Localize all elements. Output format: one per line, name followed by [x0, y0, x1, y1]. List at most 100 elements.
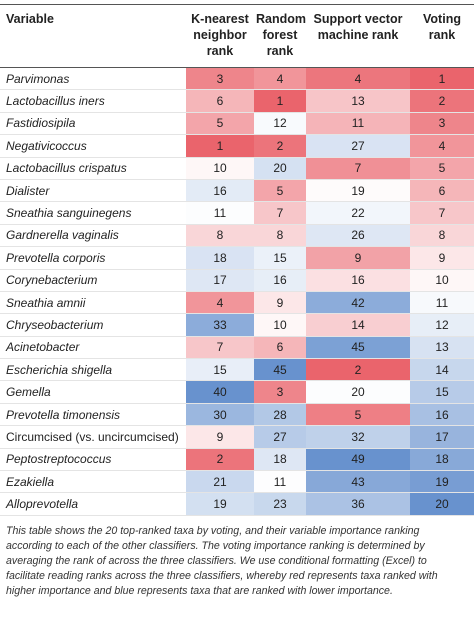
rank-cell: 21: [186, 470, 254, 494]
rank-cell: 6: [410, 179, 474, 203]
rank-cell: 22: [306, 201, 410, 225]
rank-cell: 3: [410, 112, 474, 136]
rank-cell: 9: [410, 246, 474, 270]
rank-cell: 9: [254, 291, 306, 315]
rank-cell: 23: [254, 492, 306, 516]
rank-cell: 15: [254, 246, 306, 270]
page: Variable K-nearest neighbor rank Random fo…: [0, 4, 474, 628]
rank-cell: 6: [254, 336, 306, 360]
table-row: Lactobacillus iners 6 1 13 2: [0, 89, 474, 113]
rank-cell: 20: [254, 157, 306, 180]
rank-cell: 33: [186, 313, 254, 337]
variable-name: Dialister: [0, 179, 186, 203]
rank-cell: 4: [254, 67, 306, 91]
rank-cell: 45: [306, 336, 410, 360]
rank-cell: 16: [186, 179, 254, 203]
rank-cell: 16: [254, 269, 306, 292]
table-row: Escherichia shigella 15 45 2 14: [0, 358, 474, 382]
table-body: Parvimonas 3 4 4 1 Lactobacillus iners 6 1 13 2 Fa…: [0, 67, 474, 516]
rank-cell: 17: [186, 269, 254, 292]
variable-name: Prevotella corporis: [0, 246, 186, 270]
rank-cell: 49: [306, 448, 410, 472]
variable-name: Corynebacterium: [0, 269, 186, 292]
rank-cell: 20: [410, 492, 474, 516]
rank-cell: 2: [410, 89, 474, 113]
rank-cell: 3: [254, 380, 306, 404]
rank-cell: 9: [306, 246, 410, 270]
rank-cell: 42: [306, 291, 410, 315]
column-header: Voting rank: [410, 4, 474, 68]
variable-name: Ezakiella: [0, 470, 186, 494]
rank-cell: 5: [254, 179, 306, 203]
rank-cell: 11: [254, 470, 306, 494]
rank-cell: 7: [254, 201, 306, 225]
table-row: Peptostreptococcus 2 18 49 18: [0, 448, 474, 472]
table-row: Alloprevotella 19 23 36 20: [0, 492, 474, 516]
rank-cell: 1: [410, 67, 474, 91]
variable-name: Gemella: [0, 380, 186, 404]
rank-cell: 10: [410, 269, 474, 292]
rank-cell: 13: [306, 89, 410, 113]
column-header: Variable: [0, 4, 186, 68]
rank-cell: 11: [306, 112, 410, 136]
rank-cell: 14: [410, 358, 474, 382]
rank-cell: 19: [306, 179, 410, 203]
rank-cell: 1: [254, 89, 306, 113]
rank-cell: 5: [306, 403, 410, 427]
table-row: Prevotella corporis 18 15 9 9: [0, 246, 474, 270]
rank-cell: 2: [254, 134, 306, 158]
rank-cell: 32: [306, 425, 410, 449]
rank-cell: 15: [410, 380, 474, 404]
table-row: Sneathia sanguinegens 11 7 22 7: [0, 201, 474, 225]
table-row: Acinetobacter 7 6 45 13: [0, 336, 474, 360]
footnote: This table shows the 20 top-ranked taxa …: [6, 524, 438, 597]
rank-cell: 3: [186, 67, 254, 91]
rank-cell: 27: [254, 425, 306, 449]
variable-name: Sneathia amnii: [0, 291, 186, 315]
variable-name: Sneathia sanguinegens: [0, 201, 186, 225]
table-row: Ezakiella 21 11 43 19: [0, 470, 474, 494]
rank-cell: 14: [306, 313, 410, 337]
rank-cell: 8: [254, 224, 306, 248]
table-row: Gardnerella vaginalis 8 8 26 8: [0, 224, 474, 248]
rank-cell: 43: [306, 470, 410, 494]
rank-cell: 6: [186, 89, 254, 113]
rank-cell: 17: [410, 425, 474, 449]
table-row: Dialister 16 5 19 6: [0, 179, 474, 203]
table-row: Sneathia amnii 4 9 42 11: [0, 291, 474, 315]
rank-cell: 10: [186, 157, 254, 180]
rank-cell: 4: [410, 134, 474, 158]
variable-name: Escherichia shigella: [0, 358, 186, 382]
rank-cell: 8: [186, 224, 254, 248]
rank-cell: 5: [186, 112, 254, 136]
rank-cell: 4: [306, 67, 410, 91]
table-row: Negativicoccus 1 2 27 4: [0, 134, 474, 158]
rank-cell: 9: [186, 425, 254, 449]
variable-name: Negativicoccus: [0, 134, 186, 158]
variable-name: Alloprevotella: [0, 492, 186, 516]
variable-name: Chryseobacterium: [0, 313, 186, 337]
table-row: Corynebacterium 17 16 16 10: [0, 269, 474, 292]
rank-cell: 12: [410, 313, 474, 337]
rank-cell: 7: [306, 157, 410, 180]
rank-cell: 30: [186, 403, 254, 427]
rank-cell: 27: [306, 134, 410, 158]
rank-cell: 19: [186, 492, 254, 516]
variable-name: Gardnerella vaginalis: [0, 224, 186, 248]
rank-cell: 11: [410, 291, 474, 315]
rank-cell: 15: [186, 358, 254, 382]
rank-cell: 36: [306, 492, 410, 516]
variable-name: Acinetobacter: [0, 336, 186, 360]
table-row: Prevotella timonensis 30 28 5 16: [0, 403, 474, 427]
column-header: K-nearest neighbor rank: [186, 4, 254, 68]
variable-name: Circumcised (vs. uncircumcised): [0, 425, 186, 449]
rank-cell: 13: [410, 336, 474, 360]
table-row: Fastidiosipila 5 12 11 3: [0, 112, 474, 136]
table-row: Lactobacillus crispatus 10 20 7 5: [0, 157, 474, 180]
column-header: Support vector machine rank: [306, 4, 410, 68]
rank-cell: 2: [186, 448, 254, 472]
rank-cell: 40: [186, 380, 254, 404]
rank-cell: 18: [254, 448, 306, 472]
rank-cell: 10: [254, 313, 306, 337]
table-row: Chryseobacterium 33 10 14 12: [0, 313, 474, 337]
